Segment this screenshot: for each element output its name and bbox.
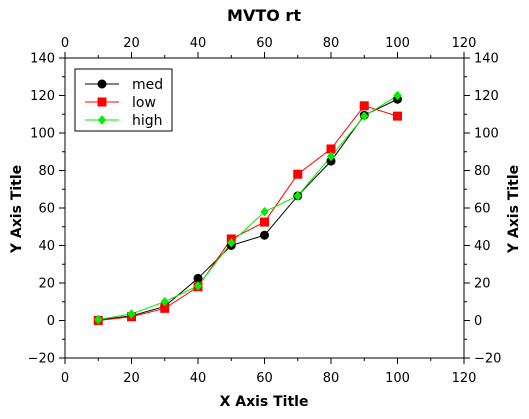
data-point-low [260, 217, 269, 227]
legend-box [74, 68, 173, 132]
x-tick-label-bottom: 120 [452, 371, 477, 386]
y-tick-label-left: 0 [47, 314, 55, 329]
data-point-med [260, 230, 269, 240]
x-tick-label-bottom: 20 [123, 371, 140, 386]
y-tick-label-left: 60 [38, 202, 55, 217]
y-tick-label-right: 80 [474, 164, 491, 179]
data-point-high [227, 237, 236, 248]
y-tick-label-left: 80 [38, 164, 55, 179]
data-point-high [293, 191, 302, 201]
data-point-high [193, 281, 203, 291]
y-tick-label-left: 40 [38, 239, 55, 254]
chart-title: MVTO rt [227, 6, 301, 25]
y-tick-label-right: 40 [474, 239, 491, 254]
data-point-high [94, 314, 103, 325]
data-point-high [127, 309, 136, 319]
legend-marker-low [97, 97, 107, 107]
y-tick-label-right: 100 [474, 127, 499, 142]
data-point-high [393, 90, 402, 101]
y-tick-label-left: −20 [28, 352, 55, 367]
y-tick-label-left: 20 [38, 277, 55, 292]
data-point-high [360, 111, 369, 121]
x-tick-label-bottom: 100 [385, 371, 410, 386]
data-point-high [160, 296, 169, 307]
y-tick-label-right: 60 [474, 202, 491, 217]
series-line-high [98, 95, 398, 321]
x-tick-label-top: 40 [190, 36, 207, 51]
data-point-low [393, 111, 402, 121]
y-tick-label-left: 140 [30, 52, 55, 67]
y-tick-label-right: 140 [474, 52, 499, 67]
x-tick-label-top: 60 [256, 36, 273, 51]
y-tick-label-right: 20 [474, 277, 491, 292]
data-point-low [293, 169, 303, 179]
y-tick-label-right: 0 [474, 314, 482, 329]
legend-label-med: med [132, 77, 163, 93]
series-line-med [98, 98, 398, 321]
x-tick-label-bottom: 0 [61, 371, 69, 386]
x-tick-label-top: 120 [452, 36, 477, 51]
x-tick-label-bottom: 80 [323, 371, 340, 386]
y-tick-label-left: 100 [30, 127, 55, 142]
y-tick-label-right: 120 [474, 89, 499, 104]
data-point-low [359, 101, 369, 111]
data-point-high [326, 151, 336, 162]
y-tick-label-right: −20 [474, 352, 501, 367]
x-tick-label-bottom: 40 [190, 371, 207, 386]
x-axis-title: X Axis Title [220, 394, 309, 410]
y-axis-title-left: Y Axis Title [9, 165, 25, 254]
legend-label-low: low [132, 95, 156, 111]
legend-marker-med [97, 79, 107, 89]
series-line-low [98, 105, 398, 321]
y-tick-label-left: 120 [30, 89, 55, 104]
x-tick-label-top: 80 [323, 36, 340, 51]
legend-marker-high [97, 115, 107, 125]
x-tick-label-top: 100 [385, 36, 410, 51]
x-tick-label-top: 0 [61, 36, 69, 51]
y-axis-title-right: Y Axis Title [506, 165, 522, 254]
data-point-high [260, 206, 269, 217]
x-tick-label-top: 20 [123, 36, 140, 51]
x-tick-label-bottom: 60 [256, 371, 273, 386]
legend-label-high: high [132, 113, 163, 129]
